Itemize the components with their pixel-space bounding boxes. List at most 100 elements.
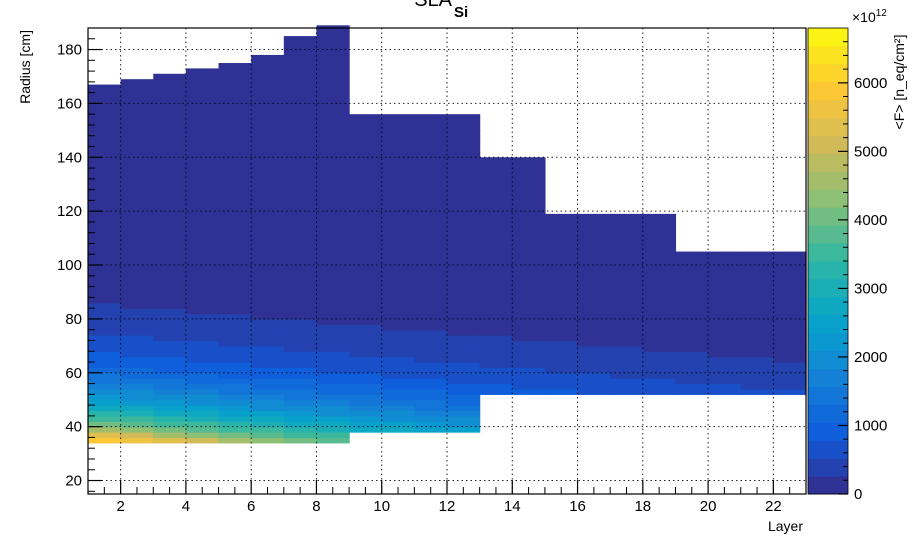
heatmap-cell bbox=[381, 410, 415, 417]
heatmap-cell bbox=[773, 383, 807, 390]
heatmap-cell bbox=[773, 286, 807, 293]
heatmap-cell bbox=[544, 372, 579, 379]
heatmap-cell bbox=[185, 345, 220, 352]
heatmap-cell bbox=[577, 232, 611, 239]
heatmap-cell bbox=[251, 259, 285, 266]
heatmap-cell bbox=[708, 318, 742, 325]
heatmap-cell bbox=[120, 211, 154, 218]
heatmap-cell bbox=[88, 362, 122, 368]
heatmap-cell bbox=[316, 189, 350, 196]
heatmap-cell bbox=[414, 173, 448, 180]
heatmap-cell bbox=[185, 329, 220, 336]
heatmap-cell bbox=[447, 178, 481, 185]
colorbar-band bbox=[808, 296, 848, 316]
heatmap-cell bbox=[120, 168, 154, 175]
heatmap-cell bbox=[414, 135, 448, 142]
heatmap-cell bbox=[185, 405, 220, 412]
heatmap-cell bbox=[512, 173, 546, 180]
heatmap-cell bbox=[675, 318, 709, 325]
heatmap-cell bbox=[349, 313, 383, 320]
heatmap-cell bbox=[218, 405, 252, 412]
heatmap-cell bbox=[740, 362, 774, 368]
heatmap-cell bbox=[512, 383, 546, 390]
heatmap-cell bbox=[316, 71, 350, 78]
heatmap-cell bbox=[251, 340, 285, 347]
heatmap-cell bbox=[773, 351, 807, 358]
heatmap-cell bbox=[88, 189, 122, 196]
heatmap-cell bbox=[447, 130, 481, 137]
heatmap-cell bbox=[577, 329, 611, 336]
heatmap-cell bbox=[153, 87, 187, 94]
heatmap-cell bbox=[218, 291, 252, 298]
heatmap-cell bbox=[120, 221, 154, 228]
heatmap-cell bbox=[88, 356, 122, 363]
heatmap-cell bbox=[185, 265, 220, 272]
heatmap-cell bbox=[185, 372, 220, 379]
heatmap-cell bbox=[414, 415, 448, 422]
heatmap-cell bbox=[414, 372, 448, 379]
heatmap-cell bbox=[251, 324, 285, 331]
heatmap-cell bbox=[447, 238, 481, 245]
heatmap-cell bbox=[120, 394, 154, 401]
heatmap-cell bbox=[740, 291, 774, 298]
heatmap-cell bbox=[447, 351, 481, 358]
heatmap-cell bbox=[218, 362, 252, 368]
heatmap-cell bbox=[251, 421, 285, 428]
heatmap-cell bbox=[577, 383, 611, 390]
heatmap-cell bbox=[120, 103, 154, 110]
heatmap-cell bbox=[675, 388, 709, 395]
heatmap-cell bbox=[153, 205, 187, 212]
heatmap-cell bbox=[642, 378, 677, 385]
heatmap-cell bbox=[185, 302, 220, 309]
heatmap-cell bbox=[381, 329, 415, 336]
heatmap-cell bbox=[610, 302, 644, 309]
heatmap-cell bbox=[740, 351, 774, 358]
heatmap-cell bbox=[283, 162, 318, 169]
heatmap-cell bbox=[283, 146, 318, 153]
heatmap-cell bbox=[185, 168, 220, 175]
heatmap-cell bbox=[512, 308, 546, 315]
heatmap-cell bbox=[479, 378, 513, 385]
heatmap-cell bbox=[185, 141, 220, 148]
heatmap-cell bbox=[414, 162, 448, 169]
heatmap-cell bbox=[381, 265, 415, 272]
x-tick-label: 4 bbox=[182, 498, 190, 515]
heatmap-cell bbox=[316, 76, 350, 83]
heatmap-cell bbox=[512, 168, 546, 175]
heatmap-cell bbox=[381, 232, 415, 239]
heatmap-cell bbox=[88, 87, 122, 94]
heatmap-cell bbox=[120, 415, 154, 422]
heatmap-cell bbox=[544, 216, 579, 223]
heatmap-cell bbox=[479, 157, 513, 164]
heatmap-cell bbox=[381, 259, 415, 266]
heatmap-cell bbox=[283, 189, 318, 196]
heatmap-cell bbox=[88, 227, 122, 234]
heatmap-cell bbox=[414, 383, 448, 390]
heatmap-cell bbox=[610, 345, 644, 352]
heatmap-cell bbox=[381, 157, 415, 164]
heatmap-cell bbox=[218, 410, 252, 417]
heatmap-cell bbox=[381, 178, 415, 185]
heatmap-cell bbox=[185, 388, 220, 395]
heatmap-cell bbox=[218, 119, 252, 126]
heatmap-cell bbox=[381, 146, 415, 153]
heatmap-cell bbox=[316, 25, 350, 29]
heatmap-cell bbox=[479, 351, 513, 358]
heatmap-cell bbox=[251, 335, 285, 342]
colorbar-band bbox=[808, 332, 848, 352]
heatmap-cell bbox=[88, 103, 122, 110]
heatmap-cell bbox=[185, 221, 220, 228]
heatmap-cell bbox=[349, 324, 383, 331]
heatmap-cell bbox=[544, 362, 579, 368]
heatmap-cell bbox=[185, 308, 220, 315]
heatmap-cell bbox=[610, 297, 644, 304]
heatmap-cell bbox=[512, 221, 546, 228]
heatmap-cell bbox=[414, 335, 448, 342]
heatmap-cell bbox=[414, 410, 448, 417]
heatmap-cell bbox=[708, 329, 742, 336]
heatmap-cell bbox=[381, 362, 415, 368]
heatmap-cell bbox=[577, 378, 611, 385]
heatmap-cell bbox=[251, 238, 285, 245]
heatmap-cell bbox=[218, 157, 252, 164]
heatmap-cell bbox=[773, 367, 807, 374]
